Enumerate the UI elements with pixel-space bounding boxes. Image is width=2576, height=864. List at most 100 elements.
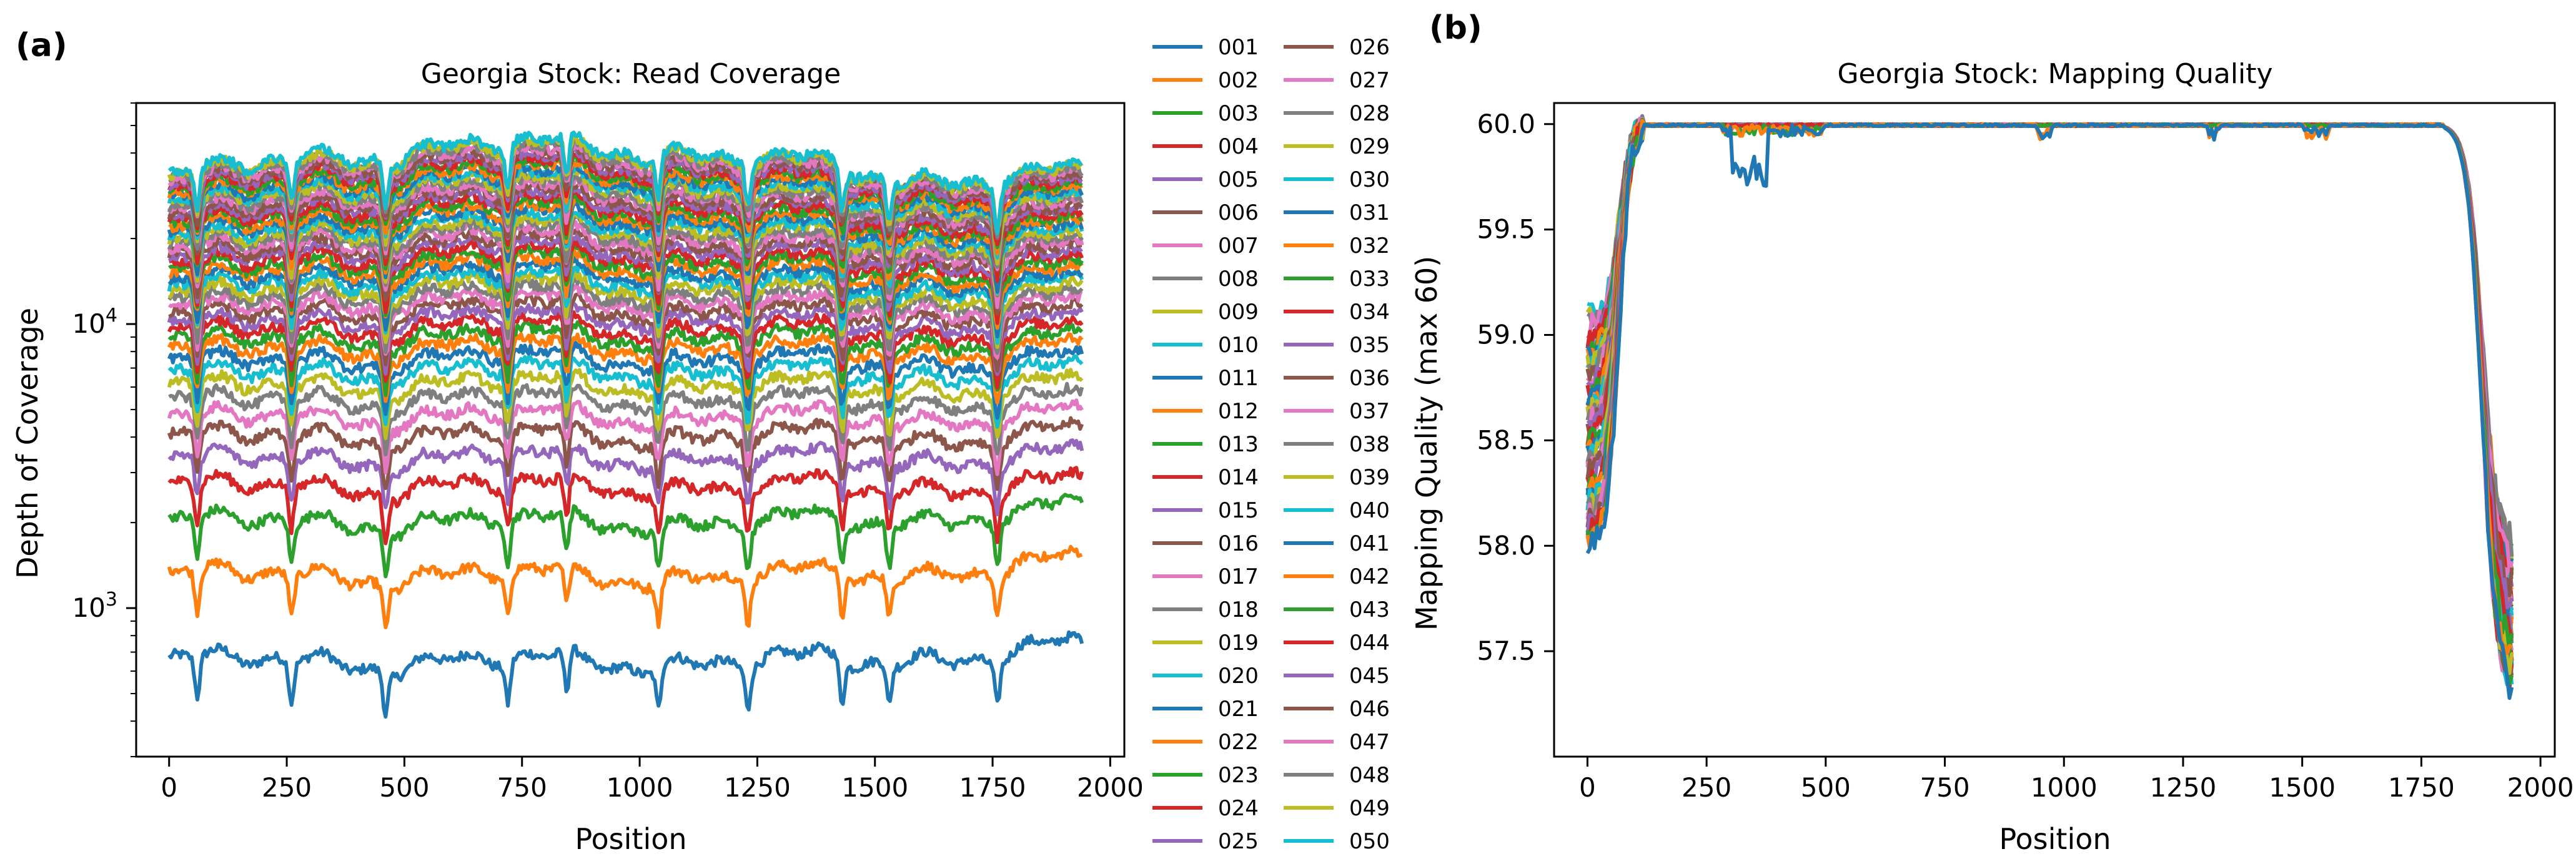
x-tick-label: 1750 bbox=[2388, 772, 2455, 803]
mapping-quality-series-group bbox=[1585, 114, 2514, 700]
coverage-series-003 bbox=[167, 493, 1084, 579]
mapping-quality-series-045 bbox=[1587, 121, 2514, 664]
x-tick-label: 250 bbox=[1682, 772, 1731, 803]
legend-label-026: 026 bbox=[1349, 35, 1390, 60]
legend-label-048: 048 bbox=[1349, 763, 1390, 788]
x-tick-label: 0 bbox=[161, 772, 177, 803]
coverage-series-group bbox=[167, 130, 1084, 719]
mapping-quality-chart-title: Georgia Stock: Mapping Quality bbox=[1837, 58, 2272, 90]
y-tick-label: 60.0 bbox=[1477, 109, 1535, 139]
mapping-quality-series-030 bbox=[1587, 122, 2514, 687]
legend-label-032: 032 bbox=[1349, 233, 1390, 258]
coverage-series-044 bbox=[167, 151, 1083, 247]
coverage-series-022 bbox=[168, 247, 1084, 330]
mapping-quality-series-011 bbox=[1585, 122, 2512, 636]
legend-label-049: 049 bbox=[1349, 796, 1390, 821]
mapping-quality-series-048 bbox=[1587, 119, 2514, 611]
legend-label-009: 009 bbox=[1218, 300, 1259, 325]
legend-label-005: 005 bbox=[1218, 167, 1259, 192]
legend-label-003: 003 bbox=[1218, 101, 1259, 126]
legend-label-050: 050 bbox=[1349, 829, 1390, 854]
legend-label-035: 035 bbox=[1349, 333, 1390, 358]
legend-label-001: 001 bbox=[1218, 35, 1259, 60]
mapping-quality-series-008 bbox=[1585, 122, 2514, 557]
mapping-quality-series-043 bbox=[1585, 122, 2514, 553]
mapping-quality-series-023 bbox=[1585, 121, 2514, 685]
legend-label-022: 022 bbox=[1218, 730, 1259, 755]
coverage-series-016 bbox=[168, 292, 1084, 373]
mapping-quality-series-010 bbox=[1585, 122, 2513, 639]
legend-label-043: 043 bbox=[1349, 597, 1390, 622]
mapping-quality-series-016 bbox=[1585, 122, 2514, 676]
coverage-series-050 bbox=[167, 130, 1083, 235]
mapping-quality-series-024 bbox=[1585, 122, 2514, 661]
legend-label-031: 031 bbox=[1349, 200, 1390, 225]
mapping-quality-series-009 bbox=[1585, 122, 2514, 675]
legend-label-020: 020 bbox=[1218, 664, 1259, 689]
mapping-quality-series-050 bbox=[1587, 118, 2514, 569]
coverage-y-ticks: 103 104 bbox=[72, 102, 136, 757]
legend-label-029: 029 bbox=[1349, 134, 1390, 159]
x-tick-label: 500 bbox=[379, 772, 429, 803]
legend-label-044: 044 bbox=[1349, 631, 1390, 655]
legend-label-023: 023 bbox=[1218, 763, 1259, 788]
x-tick-label: 2000 bbox=[2507, 772, 2574, 803]
coverage-series-021 bbox=[167, 253, 1084, 338]
legend-label-024: 024 bbox=[1218, 796, 1259, 821]
x-tick-label: 1250 bbox=[2150, 772, 2217, 803]
legend-label-018: 018 bbox=[1218, 597, 1259, 622]
coverage-series-002 bbox=[167, 544, 1083, 629]
mapping-quality-series-019 bbox=[1585, 122, 2514, 606]
mapping-quality-series-031 bbox=[1585, 122, 2514, 665]
y-tick-label: 104 bbox=[72, 305, 117, 339]
coverage-series-009 bbox=[167, 368, 1084, 440]
mapping-quality-series-044 bbox=[1585, 122, 2514, 691]
mapping-quality-series-046 bbox=[1587, 122, 2514, 646]
mapping-quality-chart: Georgia Stock: Mapping Quality 0 250 500 75… bbox=[1410, 58, 2574, 856]
mapping-quality-series-015 bbox=[1586, 122, 2514, 552]
legend-label-012: 012 bbox=[1218, 399, 1259, 424]
y-tick-label: 58.5 bbox=[1477, 425, 1535, 455]
mapping-quality-series-013 bbox=[1585, 120, 2514, 589]
legend-label-030: 030 bbox=[1349, 167, 1390, 192]
legend-label-025: 025 bbox=[1218, 829, 1259, 854]
coverage-series-006 bbox=[167, 416, 1084, 491]
x-tick-label: 750 bbox=[497, 772, 547, 803]
mapping-quality-plot-frame bbox=[1553, 102, 2556, 758]
legend: 001 002 003 004 005 006 007 008 009 010 011 012 013 0… bbox=[1152, 35, 1390, 854]
coverage-series-011 bbox=[167, 340, 1084, 420]
mapping-quality-series-026 bbox=[1585, 117, 2514, 618]
mapping-quality-series-040 bbox=[1585, 121, 2514, 617]
mapping-quality-series-002 bbox=[1585, 119, 2513, 655]
coverage-series-040 bbox=[167, 164, 1084, 260]
coverage-x-axis-label: Position bbox=[575, 822, 686, 856]
legend-label-008: 008 bbox=[1218, 267, 1259, 292]
x-tick-label: 500 bbox=[1801, 772, 1851, 803]
coverage-chart: Georgia Stock: Read Coverage 0 250 500 750 1… bbox=[11, 58, 1144, 856]
coverage-chart-title: Georgia Stock: Read Coverage bbox=[421, 58, 841, 90]
legend-label-046: 046 bbox=[1349, 697, 1390, 722]
legend-label-033: 033 bbox=[1349, 267, 1390, 292]
panel-b-label: (b) bbox=[1429, 9, 1482, 47]
mapping-quality-series-020 bbox=[1585, 122, 2514, 599]
mapping-quality-series-018 bbox=[1585, 122, 2514, 644]
mapping-quality-series-004 bbox=[1587, 122, 2514, 639]
legend-label-034: 034 bbox=[1349, 300, 1390, 325]
mapping-quality-series-027 bbox=[1587, 117, 2514, 601]
legend-label-011: 011 bbox=[1218, 366, 1259, 391]
mapping-quality-y-ticks: 57.5 58.0 58.5 59.0 59.5 60.0 bbox=[1477, 109, 1554, 666]
coverage-series-036 bbox=[167, 181, 1084, 272]
x-tick-label: 2000 bbox=[1077, 772, 1144, 803]
mapping-quality-x-ticks: 0 250 500 750 1000 1250 1500 1750 2000 bbox=[1579, 757, 2574, 803]
x-tick-label: 1000 bbox=[607, 772, 673, 803]
legend-label-027: 027 bbox=[1349, 68, 1390, 93]
coverage-series-001 bbox=[167, 630, 1084, 719]
legend-label-042: 042 bbox=[1349, 564, 1390, 589]
coverage-series-014 bbox=[167, 310, 1084, 390]
coverage-y-axis-label: Depth of Coverage bbox=[11, 308, 44, 579]
mapping-quality-series-001 bbox=[1585, 122, 2514, 700]
coverage-series-005 bbox=[167, 438, 1084, 516]
legend-label-006: 006 bbox=[1218, 200, 1259, 225]
legend-label-007: 007 bbox=[1218, 233, 1259, 258]
coverage-series-010 bbox=[167, 354, 1084, 429]
